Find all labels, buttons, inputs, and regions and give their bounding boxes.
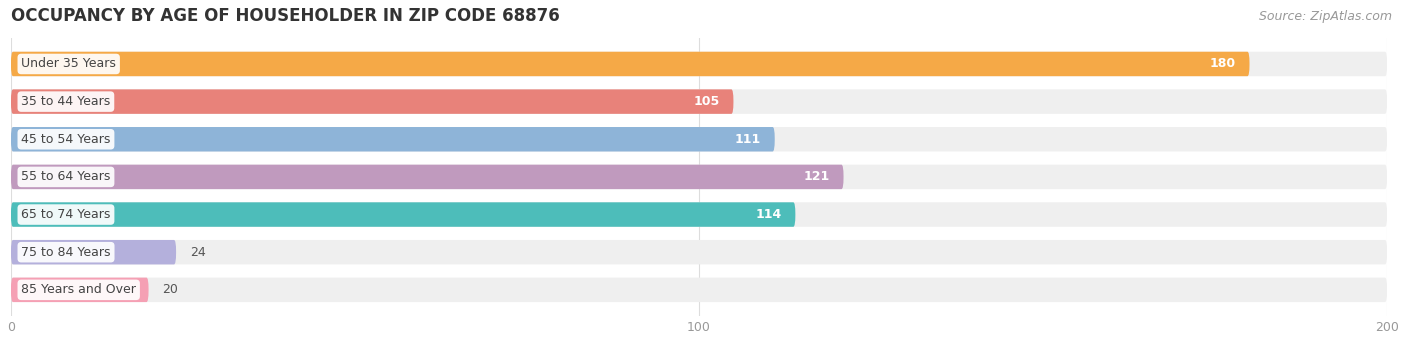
Text: 85 Years and Over: 85 Years and Over (21, 283, 136, 296)
FancyBboxPatch shape (11, 165, 844, 189)
FancyBboxPatch shape (11, 52, 1250, 76)
FancyBboxPatch shape (11, 165, 1388, 189)
FancyBboxPatch shape (11, 278, 1388, 302)
FancyBboxPatch shape (11, 240, 1388, 264)
Text: 111: 111 (735, 133, 761, 146)
Text: 24: 24 (190, 246, 205, 259)
FancyBboxPatch shape (11, 278, 149, 302)
Text: 45 to 54 Years: 45 to 54 Years (21, 133, 111, 146)
Text: 65 to 74 Years: 65 to 74 Years (21, 208, 111, 221)
Text: 55 to 64 Years: 55 to 64 Years (21, 170, 111, 183)
FancyBboxPatch shape (11, 127, 1388, 151)
FancyBboxPatch shape (11, 89, 1388, 114)
Text: 20: 20 (162, 283, 179, 296)
FancyBboxPatch shape (11, 202, 796, 227)
Text: Source: ZipAtlas.com: Source: ZipAtlas.com (1258, 10, 1392, 23)
FancyBboxPatch shape (11, 202, 1388, 227)
FancyBboxPatch shape (11, 127, 775, 151)
Text: 35 to 44 Years: 35 to 44 Years (21, 95, 111, 108)
Text: OCCUPANCY BY AGE OF HOUSEHOLDER IN ZIP CODE 68876: OCCUPANCY BY AGE OF HOUSEHOLDER IN ZIP C… (11, 7, 560, 25)
Text: 114: 114 (755, 208, 782, 221)
Text: Under 35 Years: Under 35 Years (21, 58, 117, 71)
FancyBboxPatch shape (11, 240, 176, 264)
Text: 180: 180 (1209, 58, 1236, 71)
Text: 75 to 84 Years: 75 to 84 Years (21, 246, 111, 259)
Text: 121: 121 (803, 170, 830, 183)
FancyBboxPatch shape (11, 89, 734, 114)
FancyBboxPatch shape (11, 52, 1388, 76)
Text: 105: 105 (693, 95, 720, 108)
